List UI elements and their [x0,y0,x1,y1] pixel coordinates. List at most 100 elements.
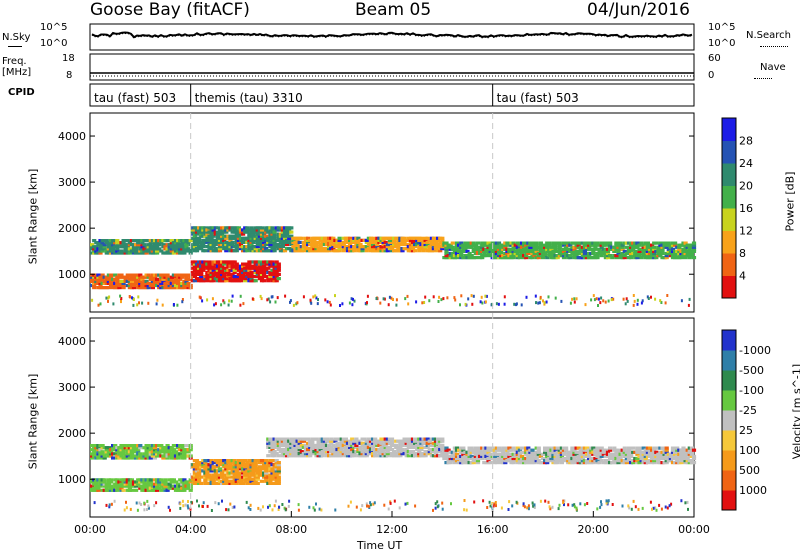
echo-cell [182,251,187,255]
echo-cell [203,226,208,230]
clutter-cell [131,296,133,300]
echo-cell [576,249,581,253]
echo-cell [104,488,109,492]
echo-cell [553,247,558,251]
echo-cell [408,452,413,456]
echo-cell [90,277,95,281]
echo-cell [104,452,109,456]
echo-cell [266,279,271,283]
echo-cell [417,249,422,253]
echo-cell [392,240,397,244]
echo-cell [234,481,239,485]
echo-cell [635,245,640,249]
echo-cell [94,275,99,279]
echo-cell [247,245,252,249]
echo-cell [169,247,174,251]
echo-cell [176,486,181,490]
clutter-cell [415,300,418,304]
clutter-cell [525,295,528,299]
colorbar-frame [721,329,737,511]
echo-cell [140,241,145,245]
echo-cell [610,461,615,465]
echo-cell [475,459,481,463]
echo-cell [673,452,678,456]
clutter-cell [666,294,669,297]
echo-cell [144,251,149,255]
echo-cell [436,238,441,242]
echo-cell [194,469,200,473]
echo-cell [234,264,239,268]
clutter-cell [228,299,231,303]
echo-cell [589,456,594,461]
echo-cell [524,254,529,258]
echo-cell [194,459,200,463]
clutter-cell [436,505,439,509]
echo-cell [299,450,304,454]
echo-cell [249,272,254,276]
echo-cell [574,452,579,456]
echo-cell [543,450,548,454]
echo-cell [461,448,466,452]
echo-cell [255,467,260,471]
echo-cell [180,249,185,253]
echo-cell [555,256,560,260]
clutter-cell [245,500,248,504]
colorbar-cell [722,490,736,511]
clutter-cell [227,303,230,307]
echo-cell [691,456,697,461]
echo-cell [545,461,550,465]
clutter-cell [297,508,300,512]
echo-cell [626,456,632,461]
echo-cell [211,461,216,465]
echo-cell [217,245,223,249]
echo-cell [306,450,311,454]
echo-cell [245,473,250,477]
echo-cell [545,249,550,253]
echo-cell [213,266,218,270]
clutter-cell [132,298,135,301]
echo-cell [417,238,422,242]
echo-cell [675,456,680,461]
echo-cell [180,478,185,482]
echo-cell [375,450,380,454]
clutter-cell [428,299,431,303]
nave-tick-top: 60 [708,53,721,64]
echo-cell [230,266,235,270]
echo-cell [471,241,476,245]
clutter-cell [369,503,372,507]
echo-cell [241,481,246,485]
clutter-cell [605,499,608,503]
echo-cell [169,251,174,255]
echo-cell [222,262,227,266]
echo-cell [614,256,619,260]
echo-cell [492,450,497,454]
echo-cell [423,247,428,251]
echo-cell [92,448,97,452]
echo-cell [213,249,218,253]
clutter-cell [493,502,496,506]
echo-cell [413,249,418,253]
colorbar-cell [722,410,736,431]
echo-cell [641,245,646,249]
echo-cell [220,471,225,475]
echo-cell [511,461,516,465]
echo-cell [379,437,384,441]
clutter-cell [373,501,376,505]
echo-cell [159,286,164,290]
clutter-cell [176,303,179,307]
echo-cell [127,251,132,255]
echo-cell [691,448,697,452]
echo-cell [616,249,621,253]
echo-cell [513,456,518,461]
echo-cell [297,240,302,244]
xtick-label: 00:00 [678,523,710,536]
echo-cell [352,452,357,456]
echo-cell [385,452,390,456]
echo-cell [444,452,449,456]
echo-cell [215,477,220,481]
echo-cell [234,238,239,242]
clutter-cell [231,506,234,509]
echo-cell [471,461,476,465]
echo-cell [180,444,185,448]
echo-cell [603,448,608,452]
